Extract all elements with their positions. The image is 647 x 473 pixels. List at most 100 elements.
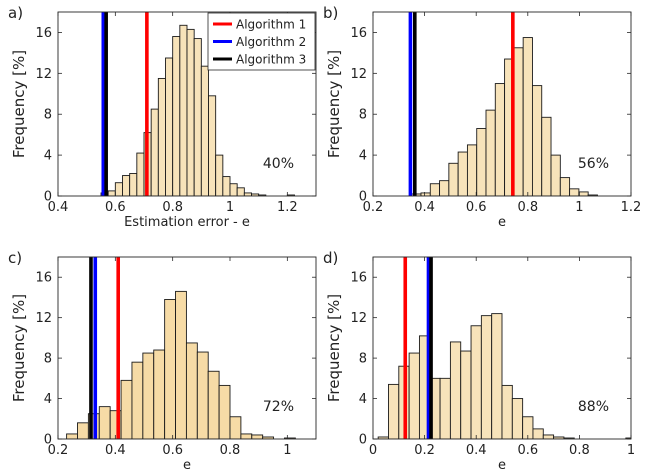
histogram-bar [485,109,496,196]
y-tick-label: 0 [44,190,52,205]
histogram-bar [208,95,217,196]
histogram-bar [511,398,524,439]
histogram-bar [429,183,441,196]
y-tick-label: 16 [35,26,52,41]
histogram-bar [439,377,451,439]
histogram-bar [569,188,580,196]
panel-2: 0.2 0.4 0.6 0.8 1 1.2 0 4 8 12 16 e Frequency [%] b) 5… [323,4,641,230]
y-tick-label: 4 [44,149,52,164]
y-axis-label: Frequency [%] [325,294,343,402]
x-tick-label: 1.2 [277,200,298,215]
x-tick-label: 1 [226,200,234,215]
algorithm-lines [89,257,120,439]
x-tick-label: 1 [575,200,583,215]
x-tick-label: 1 [283,443,291,458]
panel-label: c) [8,249,22,267]
histogram-bar [129,173,138,196]
axes-frame [57,256,317,440]
histogram-bar [222,176,231,196]
y-tick-label: 4 [359,149,367,164]
histogram-bar [66,433,78,439]
y-tick-label: 12 [350,67,367,82]
histogram-bar [513,47,524,196]
x-tick-label: 0.8 [162,200,183,215]
histogram-bar [179,24,188,196]
histogram-bar [150,108,159,196]
panel-3: 0.2 0.4 0.6 0.8 1 0 4 8 12 16 e Frequency [%] c) 72% [8,249,317,473]
x-axis-label: e [498,215,506,230]
panel-4: 0 0.2 0.4 0.6 0.8 1 0 4 8 12 16 e Frequency [%] d) 88% [323,249,635,473]
legend-entry: Algorithm 3 [236,53,306,67]
histogram-bar [466,144,478,196]
histogram-bar [200,65,209,196]
y-tick-label: 16 [35,271,52,286]
histogram-bar [541,116,552,196]
histogram-bar [388,383,400,439]
histogram-bar [157,77,166,196]
histogram-bar [142,352,155,439]
legend: Algorithm 1 Algorithm 2 Algorithm 3 [207,12,316,71]
x-tick-label: 0.4 [466,443,487,458]
panel-label: a) [8,4,23,22]
histogram-bar [522,37,533,196]
histogram-bar [186,28,195,196]
x-tick-label: 0.8 [569,443,590,458]
algorithm-lines [408,12,515,196]
histogram-bar [164,299,176,439]
histogram-bar [501,384,513,439]
y-tick-label: 4 [359,392,367,407]
y-tick-label: 8 [44,108,52,123]
histogram-bar [229,183,238,196]
histogram-bar [531,85,543,196]
y-tick-label: 16 [350,271,367,286]
histogram-bar [460,350,472,439]
y-tick-label: 0 [44,433,52,448]
histogram-bar [153,349,166,439]
histogram-bar [122,175,131,196]
y-tick-label: 8 [359,108,367,123]
legend-entry: Algorithm 2 [236,35,306,49]
panel-1: 0.4 0.6 0.8 1 1.2 0 4 8 12 16 Estimation error - e… [8,4,317,230]
histogram-bar [229,416,242,439]
x-tick-label: 0.6 [105,200,126,215]
histogram-bar [542,434,555,439]
histogram-bar [114,182,123,196]
histogram-bar [420,192,431,196]
histogram-bar [408,352,420,439]
histogram-bar [136,152,145,196]
histogram-bar [480,315,493,439]
histogram-bar [215,154,224,196]
histogram-bar [172,36,181,196]
histogram-bar [494,83,506,196]
y-tick-label: 8 [44,352,52,367]
percentage-annotation: 56% [578,156,609,172]
y-tick-label: 0 [359,433,367,448]
percentage-annotation: 72% [263,399,294,415]
histogram-bar [77,422,89,439]
x-tick-label: 0.4 [105,443,126,458]
x-axis-label: e [183,458,191,473]
y-tick-label: 0 [359,190,367,205]
histogram-bar [185,342,198,439]
histogram-bar [532,428,544,439]
x-tick-label: 0.4 [414,200,435,215]
panel-label: b) [323,4,338,22]
histogram-bar [243,192,252,196]
y-tick-label: 4 [44,392,52,407]
x-tick-label: 1 [627,443,635,458]
histogram-bar [476,128,487,196]
panel-label: d) [323,249,338,267]
histogram-bar [218,384,231,439]
histogram-bars [100,24,295,196]
histogram-bar [457,151,468,196]
axes-frame [57,11,317,197]
histogram-bar [207,370,220,439]
y-axis-label: Frequency [%] [325,50,343,158]
histogram-bar [625,437,631,439]
histogram-bar [193,38,202,196]
histogram-bar [449,341,462,439]
y-tick-label: 12 [35,67,52,82]
histogram-bar [196,351,209,439]
x-axis-label: e [498,458,506,473]
